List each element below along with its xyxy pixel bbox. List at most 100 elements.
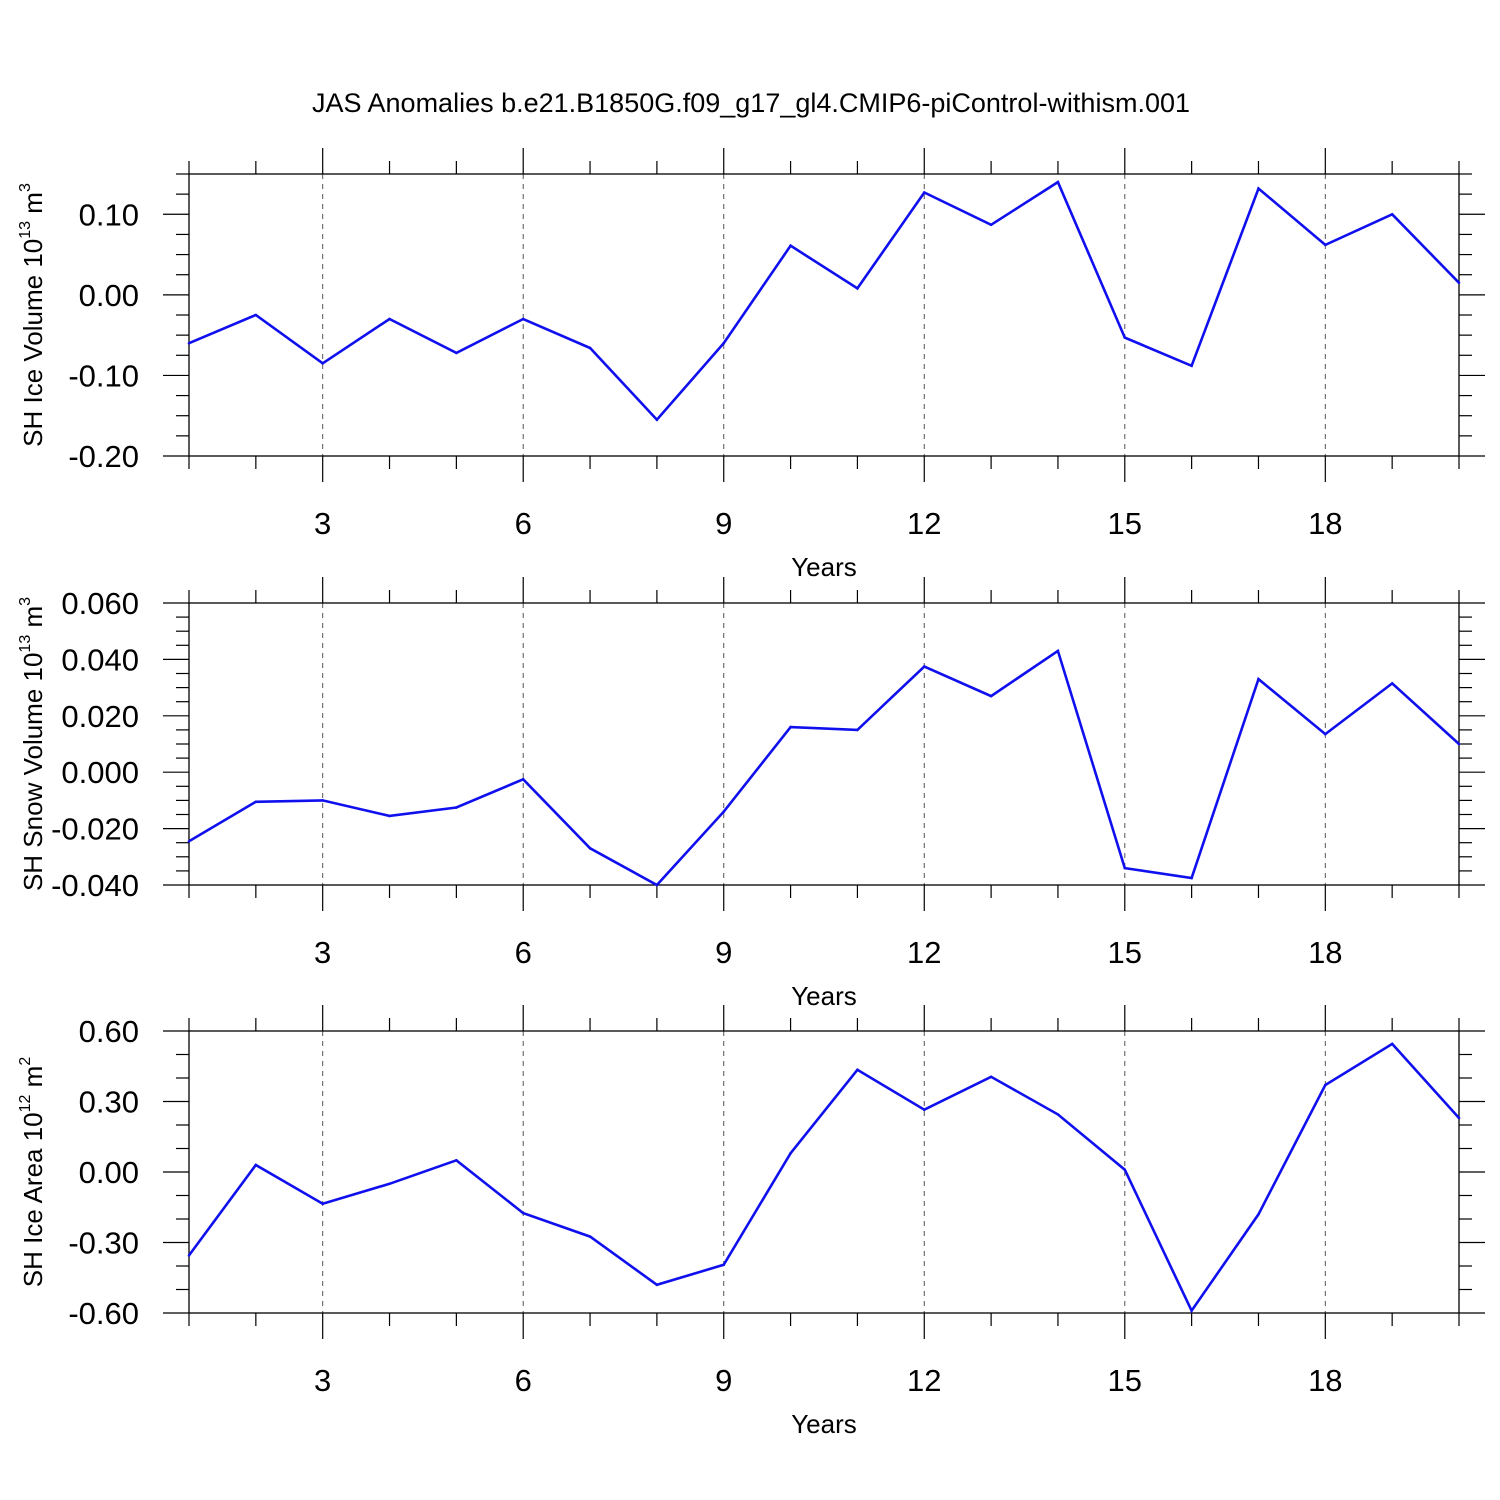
- y-tick-label: -0.30: [68, 1226, 139, 1261]
- x-axis-title: Years: [791, 981, 857, 1011]
- data-point: [856, 1068, 859, 1072]
- data-point: [1056, 1113, 1060, 1116]
- x-axis-title: Years: [791, 552, 857, 582]
- data-point: [388, 1182, 391, 1186]
- data-point: [1457, 1116, 1461, 1120]
- panel-sh-ice-volume: -0.20 -0.10 0.00 0.10 3 6 9 12 15 18 Years SH Ice V…: [17, 148, 1485, 582]
- y-axis-title: SH Ice Area 1012 m2: [17, 1057, 48, 1288]
- plot-frame: [188, 602, 1460, 886]
- data-point: [588, 847, 592, 850]
- plot-frame: [188, 1030, 1460, 1314]
- y-tick-label: 0.00: [79, 1155, 139, 1190]
- data-point: [722, 1263, 726, 1267]
- data-point: [321, 1202, 324, 1206]
- x-tick-label: 3: [314, 1363, 331, 1398]
- data-point: [588, 346, 592, 350]
- x-tick-label: 18: [1308, 935, 1342, 970]
- data-point: [388, 814, 391, 818]
- y-tick-label: 0.60: [79, 1014, 139, 1049]
- data-point: [1056, 180, 1060, 184]
- data-point: [1257, 1213, 1260, 1216]
- data-point: [321, 799, 324, 802]
- x-tick-label: 12: [907, 935, 941, 970]
- y-tick-label: 0.020: [61, 699, 139, 734]
- series-line: [187, 1042, 1460, 1314]
- data-point: [1257, 677, 1260, 681]
- y-tick-label: 0.30: [79, 1085, 139, 1120]
- x-tick-label: 6: [515, 506, 532, 541]
- data-point: [187, 839, 191, 843]
- data-point: [1056, 649, 1060, 653]
- y-tick-label: 0.040: [61, 642, 139, 677]
- data-point: [922, 191, 926, 194]
- data-point: [455, 806, 458, 809]
- x-tick-label: 6: [515, 1363, 532, 1398]
- y-tick-label: 0.060: [61, 586, 139, 621]
- data-point: [1390, 212, 1394, 216]
- x-tick-label: 18: [1308, 1363, 1342, 1398]
- data-point: [856, 287, 859, 290]
- x-tick-label: 15: [1108, 506, 1142, 541]
- data-point: [1390, 1042, 1394, 1046]
- data-point: [922, 665, 926, 668]
- y-tick-label: -0.020: [51, 812, 139, 847]
- y-tick-label: 0.10: [79, 197, 139, 232]
- x-tick-label: 15: [1108, 1363, 1142, 1398]
- data-point: [521, 777, 525, 781]
- data-point: [187, 341, 191, 345]
- data-point: [1324, 732, 1327, 736]
- data-point: [455, 1158, 458, 1162]
- series-line: [188, 648, 1460, 887]
- y-tick-label: 0.00: [79, 278, 139, 313]
- y-axis-title: SH Ice Volume 1013 m3: [17, 183, 48, 447]
- data-point: [1257, 187, 1260, 190]
- data-point: [1190, 1309, 1193, 1312]
- data-point: [1123, 866, 1127, 870]
- x-tick-label: 3: [314, 935, 331, 970]
- data-point: [254, 800, 258, 804]
- data-point: [722, 810, 726, 813]
- data-point: [521, 1211, 525, 1215]
- data-point: [455, 351, 458, 355]
- x-axis-title: Years: [791, 1409, 857, 1439]
- data-point: [989, 223, 993, 227]
- data-point: [989, 1075, 993, 1079]
- plot-frame: [188, 173, 1460, 457]
- x-tick-label: 15: [1108, 935, 1142, 970]
- data-point: [321, 362, 324, 365]
- data-point: [922, 1108, 926, 1112]
- data-point: [789, 725, 792, 729]
- data-point: [254, 1163, 258, 1167]
- data-point: [588, 1235, 592, 1238]
- x-tick-label: 9: [715, 506, 732, 541]
- x-tick-label: 12: [907, 1363, 941, 1398]
- x-tick-label: 12: [907, 506, 941, 541]
- y-tick-label: 0.000: [61, 755, 139, 790]
- data-point: [254, 313, 258, 317]
- figure-title: JAS Anomalies b.e21.B1850G.f09_g17_gl4.C…: [312, 88, 1190, 118]
- y-tick-label: -0.10: [68, 358, 139, 393]
- data-point: [1324, 1083, 1327, 1087]
- data-point: [1123, 336, 1127, 339]
- data-point: [989, 694, 993, 698]
- panel-sh-snow-volume: -0.040 -0.020 0.000 0.020 0.040 0.060 3 6 9 12 15 1…: [17, 577, 1485, 1011]
- panel-sh-ice-area: -0.60 -0.30 0.00 0.30 0.60 3 6 9 12 15 18 Years SH I…: [17, 1005, 1485, 1439]
- y-axis-title: SH Snow Volume 1013 m3: [17, 597, 48, 891]
- x-tick-label: 6: [515, 935, 532, 970]
- x-tick-label: 9: [715, 1363, 732, 1398]
- y-tick-label: -0.60: [68, 1296, 139, 1331]
- x-tick-label: 3: [314, 506, 331, 541]
- data-point: [388, 317, 391, 321]
- data-point: [1390, 682, 1394, 685]
- data-point: [1123, 1168, 1127, 1171]
- data-point: [1324, 243, 1327, 247]
- y-tick-label: -0.20: [68, 439, 139, 474]
- data-point: [655, 883, 659, 887]
- data-point: [1190, 876, 1193, 880]
- data-point: [722, 341, 726, 345]
- x-tick-label: 18: [1308, 506, 1342, 541]
- data-point: [655, 1283, 659, 1287]
- x-tick-label: 9: [715, 935, 732, 970]
- data-point: [789, 244, 792, 248]
